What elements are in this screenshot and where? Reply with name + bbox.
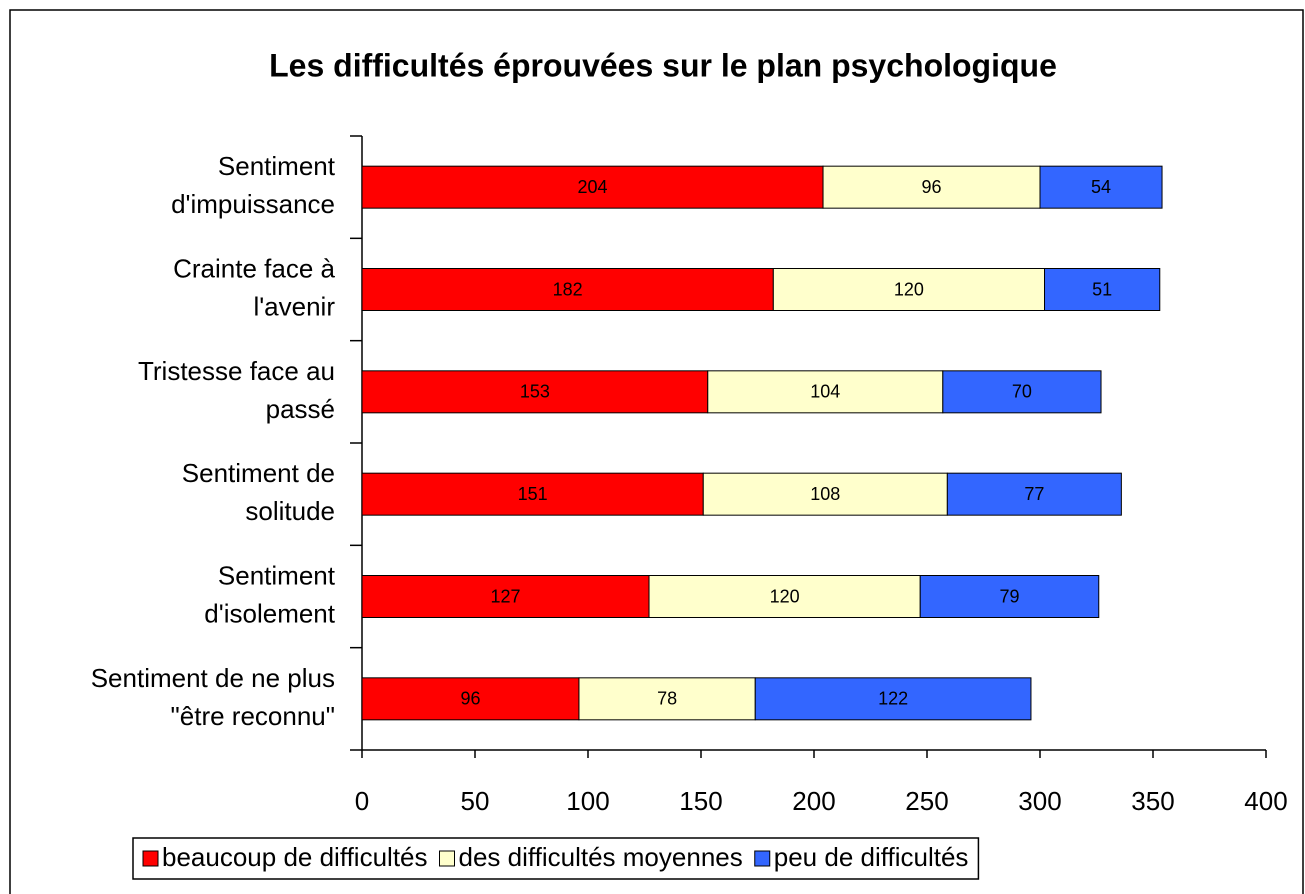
chart-title: Les difficultés éprouvées sur le plan ps… <box>269 47 1057 83</box>
bar-segment <box>361 370 709 414</box>
legend-label: des difficultés moyennes <box>459 842 743 872</box>
data-label: 78 <box>657 689 677 709</box>
bar-segment <box>772 268 1046 311</box>
y-tick-label: Sentiment de solitude <box>182 458 335 526</box>
chart-border <box>9 9 1304 894</box>
x-tick-label: 400 <box>1244 786 1287 816</box>
legend-label: peu de difficultés <box>774 842 969 872</box>
data-label: 120 <box>894 279 924 299</box>
data-label: 120 <box>770 586 800 606</box>
data-label: 104 <box>810 382 840 402</box>
legend-label: beaucoup de difficultés <box>162 842 428 872</box>
bar-segment <box>822 165 1041 209</box>
bar-segment <box>361 472 704 516</box>
bar-segment <box>1044 268 1161 311</box>
data-label: 51 <box>1092 279 1112 299</box>
bar-segment <box>707 370 944 414</box>
bar-segment <box>1039 165 1163 209</box>
bar-segment <box>919 575 1100 618</box>
y-tick-label: Sentiment d'isolement <box>204 560 335 628</box>
bar-segment <box>702 472 948 516</box>
y-tick-label: Sentiment d'impuissance <box>171 151 336 219</box>
bar-segment <box>946 472 1122 516</box>
x-tick-label: 150 <box>679 786 722 816</box>
data-label: 151 <box>518 484 548 504</box>
data-label: 122 <box>878 689 908 709</box>
data-label: 127 <box>490 586 520 606</box>
x-tick-label: 100 <box>566 786 609 816</box>
data-label: 96 <box>460 689 480 709</box>
data-label: 153 <box>520 382 550 402</box>
bar-segment <box>648 575 921 618</box>
data-label: 182 <box>553 279 583 299</box>
y-tick-label: Crainte face à l'avenir <box>173 253 335 321</box>
bar-segment <box>361 165 824 209</box>
x-tick-label: 200 <box>792 786 835 816</box>
data-label: 70 <box>1012 382 1032 402</box>
x-tick-label: 350 <box>1131 786 1174 816</box>
data-label: 54 <box>1091 177 1111 197</box>
data-label: 96 <box>922 177 942 197</box>
y-tick-label: Tristesse face au passé <box>138 356 335 424</box>
legend-swatch <box>439 850 455 867</box>
legend-swatch <box>142 850 159 867</box>
data-label: 79 <box>999 586 1019 606</box>
data-label: 108 <box>810 484 840 504</box>
legend-swatch <box>754 850 771 867</box>
bar-segment <box>942 370 1102 414</box>
bar-segment <box>361 575 650 618</box>
x-tick-label: 50 <box>461 786 490 816</box>
bar-segment <box>754 677 1032 721</box>
bar-segment <box>361 268 774 311</box>
legend-box <box>132 837 980 880</box>
x-tick-label: 0 <box>355 786 369 816</box>
x-tick-label: 300 <box>1018 786 1061 816</box>
x-tick-label: 250 <box>905 786 948 816</box>
data-label: 77 <box>1024 484 1044 504</box>
data-label: 204 <box>577 177 607 197</box>
y-tick-label: Sentiment de ne plus "être reconnu" <box>91 663 335 731</box>
